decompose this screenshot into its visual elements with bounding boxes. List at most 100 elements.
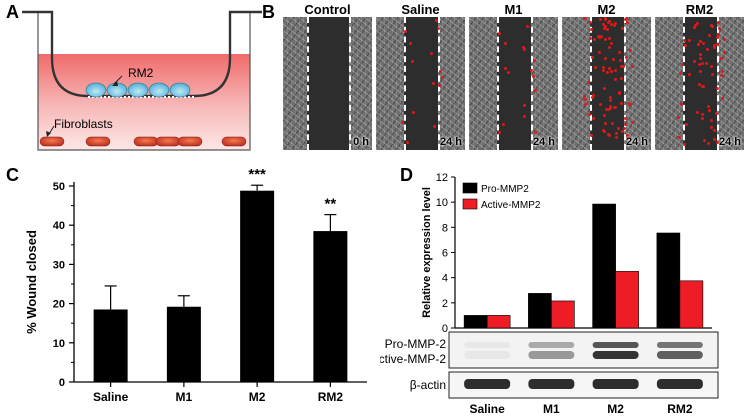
panel-letter-b: B [262, 2, 275, 22]
migrated-cell [717, 33, 721, 37]
migrated-cell [522, 104, 526, 108]
migrated-cell [604, 56, 608, 60]
migrated-cell [611, 58, 615, 62]
migrated-cell [618, 51, 622, 55]
migrated-cell [529, 68, 533, 72]
migrated-cell [620, 77, 623, 81]
migrated-cell [622, 65, 626, 69]
migrated-cell [621, 129, 625, 133]
migrated-cell [630, 120, 634, 124]
migrated-cell [534, 89, 538, 93]
migrated-cell [685, 122, 689, 126]
wound-image-control: 0 h [283, 17, 372, 150]
x-tick-label: M2 [249, 390, 266, 404]
image-title-m2: M2 [597, 2, 616, 17]
migrated-cell [706, 142, 710, 146]
migrated-cell [610, 69, 614, 73]
migrated-cell [615, 131, 619, 135]
migrated-cell [602, 65, 606, 69]
migrated-cell [533, 130, 537, 134]
migrated-cell [623, 17, 627, 21]
migrated-cell [614, 22, 618, 26]
band-actin [528, 379, 575, 389]
migrated-cell [626, 134, 630, 138]
migrated-cell [687, 72, 691, 76]
bar-pro-mmp2-rm2 [656, 232, 681, 329]
migrated-cell [403, 29, 407, 33]
blot-label-actin: β-actin [410, 378, 446, 392]
migrated-cell [619, 64, 623, 68]
bar-active-mmp2-m2 [615, 271, 639, 329]
migrated-cell [435, 18, 439, 22]
fibroblast-cells [39, 136, 247, 147]
migrated-cell [710, 125, 714, 129]
migrated-cell [697, 82, 701, 86]
migrated-cell [701, 41, 705, 45]
migrated-cell [712, 137, 716, 141]
wound-edge-left [683, 17, 685, 150]
migrated-cell [599, 34, 603, 38]
migrated-cell [626, 101, 630, 105]
time-label: 24 h [439, 136, 462, 148]
migrated-cell [710, 73, 714, 77]
migrated-cell [602, 87, 606, 91]
migrated-cell [605, 108, 609, 111]
band-pro [592, 342, 639, 348]
x-tick-label: Saline [93, 390, 129, 404]
wound-edge-right [717, 17, 719, 150]
migrated-cell [608, 45, 612, 49]
migrated-cell [718, 27, 722, 31]
migrated-cell [605, 70, 609, 74]
migrated-cell [712, 45, 716, 49]
bar-pro-mmp2-saline [463, 315, 488, 329]
time-label: 24 h [532, 136, 555, 148]
migrated-cell [589, 133, 593, 137]
image-title-m1: M1 [504, 2, 523, 17]
y-tick-label: 0 [442, 323, 448, 335]
band-actin [592, 379, 639, 389]
image-title-control: Control [304, 2, 351, 17]
migrated-cell [412, 110, 416, 114]
x-tick-label: Saline [469, 402, 505, 416]
migrated-cell [588, 113, 592, 117]
migrated-cell [721, 70, 725, 74]
time-label: 24 h [718, 136, 741, 148]
migrated-cell [721, 96, 725, 100]
migrated-cell [531, 75, 535, 79]
migrated-cell [610, 122, 614, 126]
migrated-cell [598, 102, 602, 106]
migrated-cell [410, 59, 414, 63]
migrated-cell [722, 38, 726, 42]
image-title-saline: Saline [401, 2, 440, 17]
migrated-cell [702, 84, 706, 88]
migrated-cell [583, 98, 587, 102]
migrated-cell [591, 95, 595, 99]
migrated-cell [716, 87, 720, 91]
migrated-cell [713, 44, 717, 48]
migrated-cell [603, 130, 607, 134]
migrated-cell [608, 134, 612, 138]
panel-letter-a: A [6, 2, 19, 22]
migrated-cell [719, 73, 723, 77]
migrated-cell [610, 22, 614, 26]
migrated-cell [682, 39, 686, 43]
migrated-cell [612, 24, 616, 28]
migrated-cell [693, 60, 697, 64]
migrated-cell [602, 69, 606, 73]
migrated-cell [709, 119, 713, 123]
migrated-cell [624, 117, 628, 121]
migrated-cell [607, 67, 611, 71]
migrated-cell [613, 77, 617, 81]
migrated-cell [723, 50, 727, 54]
wound-edge-right [531, 17, 533, 150]
migrated-cell [679, 72, 683, 76]
migrated-cell [699, 39, 703, 43]
y-tick-label: 4 [442, 273, 448, 285]
migrated-cell [623, 127, 627, 131]
y-tick-label: 40 [53, 220, 65, 232]
x-tick-label: RM2 [667, 402, 693, 416]
wound-edge-left [590, 17, 592, 150]
y-tick-label: 30 [53, 259, 65, 271]
wound-edge-right [438, 17, 440, 150]
